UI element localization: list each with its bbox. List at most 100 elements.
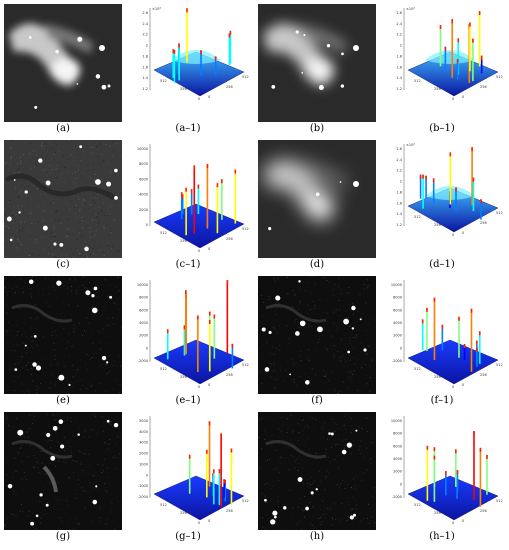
z-tick-label: 2.6 [396, 147, 402, 151]
surface-base [153, 339, 245, 385]
z-tick-label: 4000 [393, 457, 402, 461]
z-tick-label: 6000 [393, 308, 402, 312]
z-tick-label: 10000 [137, 283, 148, 287]
x-tick-label: 256 [434, 223, 441, 227]
z-scale-label: ×10⁴ [406, 143, 415, 147]
z-tick-label: 2000 [139, 334, 148, 338]
z-tick-label: 0 [146, 346, 148, 350]
x-tick-label: 512 [414, 215, 421, 219]
z-tick-label: 2000 [139, 208, 148, 212]
z-tick-label: 1.2 [142, 87, 148, 91]
caption-image: (e) [56, 395, 70, 406]
z-tick-label: 4000 [393, 321, 402, 325]
y-tick-label: 512 [496, 499, 503, 503]
y-tick-label: 0 [208, 247, 210, 251]
z-tick-label: 0 [146, 223, 148, 227]
x-tick-label: 512 [414, 367, 421, 371]
caption-plot: (h–1) [429, 531, 455, 542]
y-tick-label: 512 [242, 363, 249, 367]
z-tick-label: 2.4 [396, 22, 402, 26]
y-tick-label: 512 [242, 75, 249, 79]
z-tick-label: 8000 [139, 296, 148, 300]
x-tick-label: 256 [180, 375, 187, 379]
z-tick-label: 2.6 [142, 11, 148, 15]
z-tick-label: 2.6 [396, 11, 402, 15]
panel-image-g [4, 412, 122, 530]
z-tick-label: -2000 [138, 359, 148, 363]
surface-base [153, 475, 245, 521]
surface-base [407, 339, 499, 385]
caption-image: (f) [311, 395, 323, 406]
panel-image-h [258, 412, 376, 530]
x-tick-label: 256 [180, 87, 187, 91]
y-tick-label: 256 [480, 85, 487, 89]
z-tick-label: 1.6 [396, 201, 402, 205]
x-tick-label: 0 [452, 385, 454, 389]
z-tick-label: -2000 [138, 495, 148, 499]
z-tick-label: 4000 [139, 321, 148, 325]
x-tick-label: 0 [198, 385, 200, 389]
z-tick-label: 1.4 [396, 212, 402, 216]
z-tick-label: 2 [146, 44, 148, 48]
z-tick-label: 0 [400, 346, 402, 350]
x-tick-label: 0 [452, 233, 454, 237]
panel-image-c [4, 140, 122, 258]
z-tick-label: 8000 [139, 162, 148, 166]
panel-image-a [4, 4, 122, 122]
x-tick-label: 0 [452, 521, 454, 525]
x-tick-label: 0 [452, 97, 454, 101]
x-tick-label: 0 [198, 249, 200, 253]
y-tick-label: 0 [208, 95, 210, 99]
panel-plot-e–1: 10000 8000 6000 4000 2000 0 -2000 512 256 0 0 256 51… [126, 274, 250, 394]
z-tick-label: 1.8 [142, 54, 148, 58]
z-tick-label: 4000 [139, 193, 148, 197]
y-tick-label: 512 [242, 227, 249, 231]
y-tick-label: 0 [462, 383, 464, 387]
x-tick-label: 512 [160, 503, 167, 507]
panel-plot-g–1: 5000 4000 3000 2000 1000 0 -1000 -2000 512 256 0 0 2… [126, 410, 250, 530]
z-tick-label: 3000 [139, 441, 148, 445]
x-tick-label: 256 [434, 375, 441, 379]
z-tick-label: 1.6 [396, 65, 402, 69]
y-tick-label: 512 [496, 363, 503, 367]
z-tick-label: 6000 [139, 177, 148, 181]
surface-base [407, 475, 499, 521]
y-tick-label: 0 [462, 231, 464, 235]
y-tick-label: 256 [480, 373, 487, 377]
z-tick-label: 2000 [139, 452, 148, 456]
panel-plot-c–1: 10000 8000 6000 4000 2000 0 512 256 0 0 256 512 [126, 138, 250, 258]
z-tick-label: 8000 [393, 432, 402, 436]
z-tick-label: 2.2 [142, 33, 148, 37]
z-tick-label: 2000 [393, 470, 402, 474]
x-tick-label: 512 [160, 79, 167, 83]
y-tick-label: 0 [462, 519, 464, 523]
caption-plot: (c–1) [175, 259, 201, 270]
z-tick-label: -2000 [392, 359, 402, 363]
panel-image-f [258, 276, 376, 394]
z-tick-label: 2.4 [142, 22, 148, 26]
z-tick-label: 4000 [139, 430, 148, 434]
y-tick-label: 0 [208, 519, 210, 523]
caption-image: (b) [309, 123, 325, 134]
y-tick-label: 256 [226, 509, 233, 513]
x-tick-label: 0 [198, 521, 200, 525]
z-tick-label: 1.4 [142, 76, 148, 80]
caption-plot: (f–1) [430, 395, 454, 406]
z-tick-label: 1.8 [396, 54, 402, 58]
panel-image-e [4, 276, 122, 394]
z-tick-label: -1000 [138, 484, 148, 488]
panel-image-b [258, 4, 376, 122]
panel-plot-a–1: 2.6 2.4 2.2 2 1.8 1.6 1.4 1.2 ×10⁴ 512 256 0 0 256 512 [126, 2, 250, 122]
z-tick-label: 1.2 [396, 87, 402, 91]
x-tick-label: 512 [414, 79, 421, 83]
z-tick-label: 10000 [137, 147, 148, 151]
panel-plot-f–1: 10000 8000 6000 4000 2000 0 -2000 512 256 0 0 256 51… [380, 274, 504, 394]
z-tick-label: 6000 [139, 308, 148, 312]
caption-plot: (b–1) [429, 123, 455, 134]
z-tick-label: 6000 [393, 444, 402, 448]
x-tick-label: 256 [180, 511, 187, 515]
z-tick-label: 10000 [391, 419, 402, 423]
z-tick-label: 2 [400, 44, 402, 48]
z-tick-label: 1.8 [396, 190, 402, 194]
z-tick-label: 1000 [139, 462, 148, 466]
